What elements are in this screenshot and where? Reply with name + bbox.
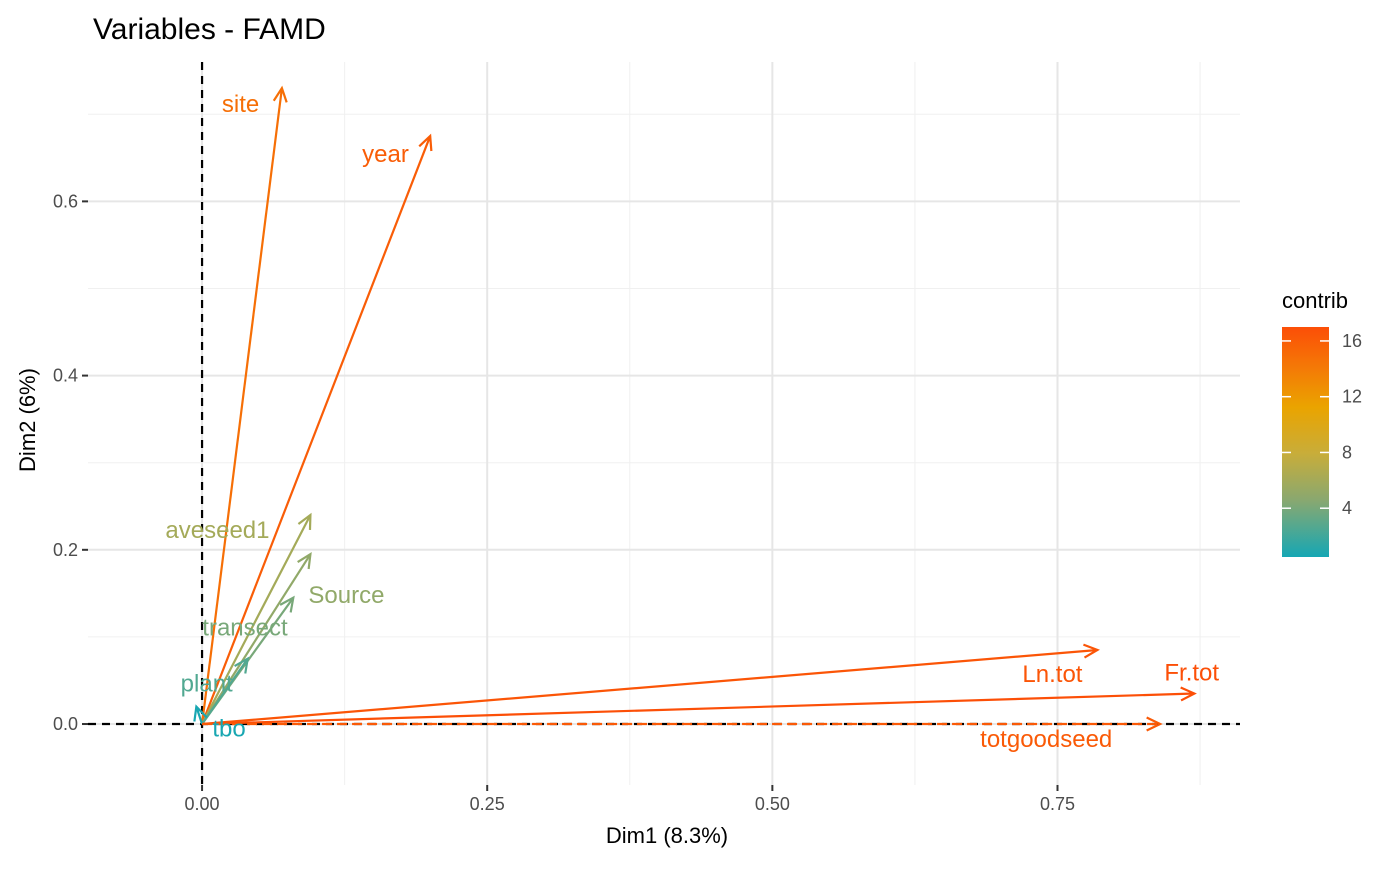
y-tick-label: 0.4: [53, 366, 78, 386]
legend-ticks: 4 8 12 16: [1282, 331, 1362, 518]
y-axis-title: Dim2 (6%): [15, 368, 40, 472]
arrowhead-totgoodseed: [1146, 716, 1163, 732]
arrowhead-fr-tot: [1180, 686, 1197, 702]
arrowhead-source: [297, 552, 312, 570]
arrowhead-tbo: [193, 704, 208, 722]
arrow-fr-tot: [202, 692, 1195, 726]
variable-label-transect: transect: [202, 615, 288, 642]
legend-tick-label: 4: [1342, 498, 1352, 518]
variable-label-site: site: [222, 91, 259, 118]
variable-arrows: [193, 85, 1197, 732]
arrow-plant: [201, 658, 249, 725]
y-tick-label: 0.0: [53, 714, 78, 734]
legend-colorbar: [1282, 327, 1329, 557]
variable-label-source: Source: [308, 582, 384, 609]
legend-title: contrib: [1282, 288, 1348, 313]
legend-tick-label: 16: [1342, 331, 1362, 351]
y-tick-label: 0.6: [53, 191, 78, 211]
variable-label-ln-tot: Ln.tot: [1022, 661, 1082, 688]
arrowhead-year: [418, 133, 433, 152]
variable-label-plant: plant: [181, 671, 233, 698]
variable-label-year: year: [362, 141, 409, 168]
x-axis-title: Dim1 (8.3%): [606, 823, 728, 848]
legend-tick-label: 12: [1342, 387, 1362, 407]
arrowhead-aveseed1: [297, 512, 312, 530]
legend-tick-label: 8: [1342, 442, 1352, 462]
x-tick-label: 0.75: [1040, 794, 1075, 814]
variable-label-tbo: tbo: [212, 716, 245, 743]
arrowhead-site: [272, 85, 288, 103]
arrow-aveseed1: [201, 514, 312, 725]
x-tick-label: 0.25: [470, 794, 505, 814]
arrow-tbo: [195, 706, 204, 725]
axis-ticks: 0.00 0.25 0.50 0.75 0.0 0.2 0.4 0.6: [53, 191, 1075, 814]
x-tick-label: 0.00: [185, 794, 220, 814]
variable-label-totgoodseed: totgoodseed: [980, 726, 1112, 753]
arrowhead-transect: [279, 595, 295, 613]
arrow-source: [201, 553, 312, 725]
chart-title: Variables - FAMD: [93, 13, 326, 46]
variable-labels: site year aveseed1 Source transect plant tbo Ln…: [165, 91, 1219, 753]
arrow-ln-tot: [201, 648, 1098, 726]
variable-label-fr-tot: Fr.tot: [1164, 660, 1219, 687]
arrowhead-plant: [234, 656, 250, 674]
arrowhead-ln-tot: [1083, 643, 1100, 659]
x-tick-label: 0.50: [755, 794, 790, 814]
variable-label-aveseed1: aveseed1: [165, 517, 269, 544]
legend: contrib 4 8 12 16: [1282, 288, 1362, 557]
arrow-site: [200, 87, 283, 725]
y-tick-label: 0.2: [53, 540, 78, 560]
arrow-year: [201, 135, 432, 725]
